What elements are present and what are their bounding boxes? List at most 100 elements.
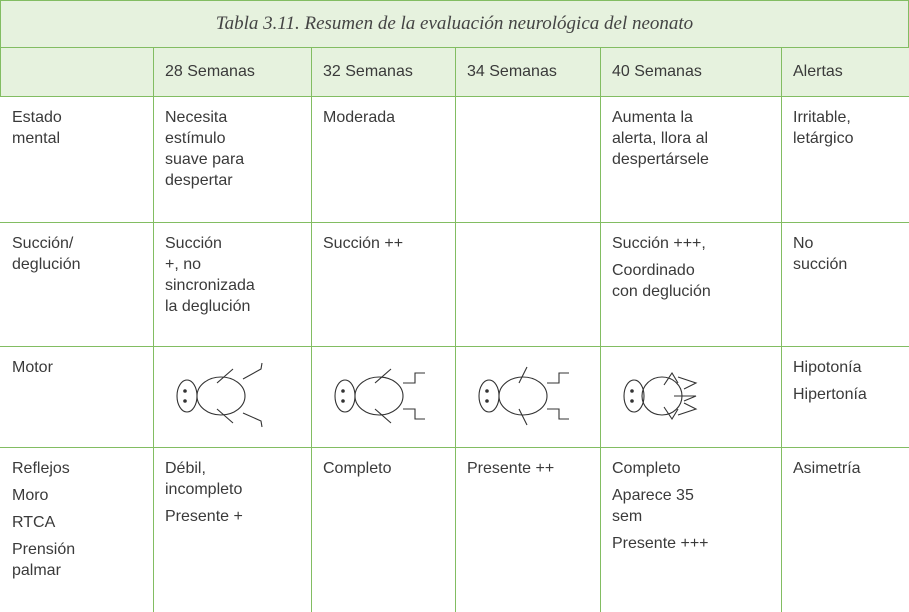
text-line: Hipertonía (793, 386, 867, 403)
paragraph: Moderada (323, 107, 395, 128)
text-line: Aparece 35 (612, 487, 694, 504)
text-line: Necesita (165, 109, 228, 126)
paragraph: Débil, incompleto (165, 458, 243, 500)
cell-text: Completo (323, 458, 391, 485)
paragraph: Aparece 35 sem (612, 485, 709, 527)
text-line: RTCA (12, 514, 56, 531)
text-line: deglución (12, 256, 81, 273)
text-line: sem (612, 508, 643, 525)
paragraph: RTCA (12, 512, 75, 533)
cell-text: Aumenta la alerta, llora al despertársele (612, 107, 709, 176)
cell-text: Moderada (323, 107, 395, 134)
text-line: Moderada (323, 109, 396, 126)
paragraph: Completo (612, 458, 709, 479)
text-line: Débil, (165, 460, 206, 477)
text-line: Aumenta la (612, 109, 693, 126)
cell-text: Succión +++, Coordinado con deglución (612, 233, 711, 308)
text-line: succión (793, 256, 848, 273)
cell-text: Hipotonía Hipertonía (793, 357, 867, 411)
paragraph: Moro (12, 485, 75, 506)
text-line: despertársele (612, 151, 709, 168)
paragraph: Aumenta la alerta, llora al despertársele (612, 107, 709, 170)
text-line: Irritable, (793, 109, 851, 126)
column-divider (153, 47, 154, 612)
cell-text: Irritable, letárgico (793, 107, 853, 155)
column-header: 28 Semanas (165, 63, 255, 80)
column-divider (311, 47, 312, 612)
cell-text: Necesita estímulo suave para despertar (165, 107, 244, 197)
paragraph: Hipotonía (793, 357, 867, 378)
text-line: Prensión (12, 541, 76, 558)
paragraph: Completo (323, 458, 391, 479)
column-divider (455, 47, 456, 612)
border (0, 47, 909, 48)
cell-text: Succión ++ (323, 233, 403, 260)
posture-drawing (334, 368, 425, 424)
cell-text: Débil, incompleto Presente + (165, 458, 243, 533)
paragraph: Presente + (165, 506, 243, 527)
cell-text: Succión +, no sincronizada la deglución (165, 233, 255, 323)
text-line: Reflejos (12, 460, 70, 477)
text-line: Presente ++ (467, 460, 555, 477)
row-divider (0, 222, 909, 223)
paragraph: Succión/deglución (12, 233, 81, 275)
paragraph: Presente ++ (467, 458, 554, 479)
table-title: Tabla 3.11. Resumen de la evaluación neu… (215, 13, 694, 34)
text-line: Presente +++ (612, 535, 709, 552)
column-header: 32 Semanas (323, 63, 413, 80)
text-line: Completo (612, 460, 681, 477)
paragraph: Succión ++ (323, 233, 403, 254)
row-divider (0, 346, 909, 347)
text-line: Succión ++ (323, 235, 404, 252)
text-line: Succión +++, (612, 235, 706, 252)
text-line: Moro (12, 487, 49, 504)
column-divider (600, 47, 601, 612)
paragraph: Succión +++, (612, 233, 711, 254)
border (0, 0, 1, 96)
row-divider (0, 447, 909, 448)
text-line: despertar (165, 172, 233, 189)
text-line: sincronizada (165, 277, 255, 294)
posture-drawing (176, 362, 263, 428)
paragraph: Asimetría (793, 458, 861, 479)
paragraph: Necesita estímulo suave para despertar (165, 107, 244, 191)
text-line: +, no (165, 256, 202, 273)
paragraph: Reflejos (12, 458, 75, 479)
paragraph: Presente +++ (612, 533, 709, 554)
text-line: Succión/ (12, 235, 74, 252)
paragraph: Estado mental (12, 107, 62, 149)
text-line: la deglución (165, 298, 251, 315)
text-line: Completo (323, 460, 392, 477)
row-label: Motor (12, 357, 53, 384)
paragraph: Motor (12, 357, 53, 378)
border (0, 96, 909, 97)
paragraph: No succión (793, 233, 847, 275)
row-label: Reflejos Moro RTCA Prensión palmar (12, 458, 75, 587)
column-header: 34 Semanas (467, 63, 557, 80)
border (0, 0, 909, 1)
cell-text: Completo Aparece 35 sem Presente +++ (612, 458, 709, 560)
text-line: Hipotonía (793, 359, 862, 376)
column-divider (781, 47, 782, 612)
cell-text: Presente ++ (467, 458, 554, 485)
paragraph: Hipertonía (793, 384, 867, 405)
text-line: Asimetría (793, 460, 861, 477)
text-line: mental (12, 130, 61, 147)
row-label: Succión/deglución (12, 233, 81, 281)
column-header: 40 Semanas (612, 63, 702, 80)
paragraph: Irritable, letárgico (793, 107, 853, 149)
cell-text: Asimetría (793, 458, 861, 485)
column-header: Alertas (793, 63, 843, 80)
paragraph: Succión +, no sincronizada la deglución (165, 233, 255, 317)
header-background (0, 0, 909, 96)
text-line: Succión (165, 235, 222, 252)
paragraph: Coordinado con deglución (612, 260, 711, 302)
paragraph: Prensión palmar (12, 539, 75, 581)
text-line: estímulo (165, 130, 226, 147)
posture-drawing (478, 366, 569, 426)
cell-text: No succión (793, 233, 847, 281)
text-line: Coordinado (612, 262, 695, 279)
text-line: alerta, llora al (612, 130, 709, 147)
text-line: No (793, 235, 814, 252)
